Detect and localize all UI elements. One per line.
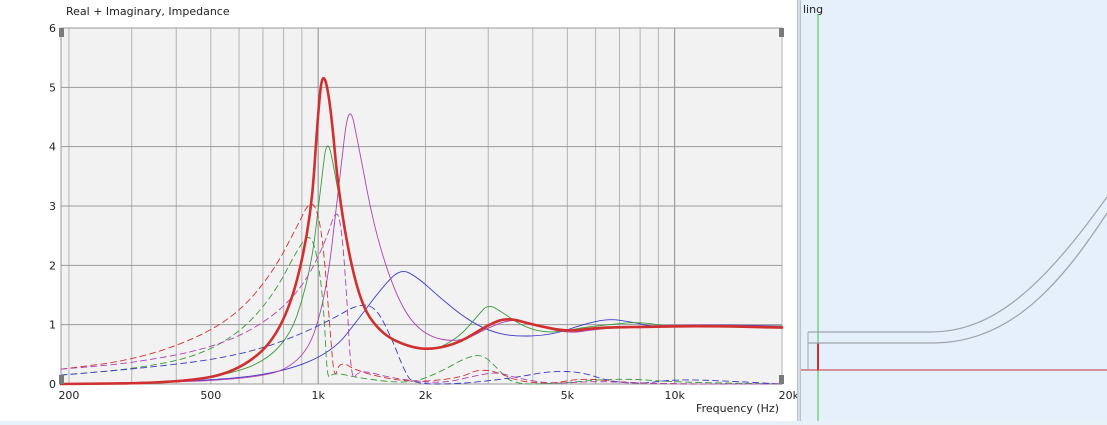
y-tick-label: 3	[49, 200, 56, 213]
series-line-5	[60, 237, 783, 385]
plot-corner-handle-tr[interactable]	[779, 28, 784, 37]
impedance-chart: 0 1 2 3 4 5 6 200 500 1k 2k 5k 10k 20k Real + Imagin…	[49, 5, 800, 415]
plot-corner-handle-tl[interactable]	[59, 28, 64, 37]
series-line-1	[60, 271, 783, 385]
y-tick-label: 2	[49, 259, 56, 272]
series-line-3	[60, 113, 783, 385]
chart-title: Real + Imaginary, Impedance	[66, 5, 230, 18]
x-tick-labels: 200 500 1k 2k 5k 10k 20k	[58, 389, 799, 402]
y-tick-labels: 0 1 2 3 4 5 6	[49, 22, 56, 391]
x-axis-label: Frequency (Hz)	[696, 402, 779, 415]
plot-corner-handle-bl[interactable]	[59, 375, 64, 384]
y-tick-label: 4	[49, 141, 56, 154]
x-tick-label: 500	[200, 389, 221, 402]
x-tick-label: 20k	[779, 389, 800, 402]
y-tick-label: 6	[49, 22, 56, 35]
y-tick-label: 0	[49, 378, 56, 391]
panel-splitter[interactable]	[797, 0, 801, 421]
y-tick-label: 1	[49, 319, 56, 332]
series-layer	[59, 76, 784, 386]
gray-curve-outer	[808, 196, 1107, 333]
plot-corner-handle-br[interactable]	[779, 375, 784, 384]
x-tick-label: 1k	[311, 389, 325, 402]
x-tick-label: 2k	[419, 389, 433, 402]
x-tick-label: 5k	[561, 389, 575, 402]
series-line-7	[60, 213, 783, 385]
grid-lines	[61, 27, 783, 385]
y-tick-label: 5	[49, 81, 56, 94]
chart-panel: 0 1 2 3 4 5 6 200 500 1k 2k 5k 10k 20k Real + Imagin…	[0, 0, 800, 421]
panel-label-fragment: ling	[803, 3, 824, 16]
x-tick-label: 10k	[664, 389, 685, 402]
x-tick-label: 200	[58, 389, 79, 402]
graph-panel-right: ling	[801, 0, 1107, 421]
series-line-0	[59, 76, 784, 386]
gray-curve-inner	[808, 212, 1107, 344]
